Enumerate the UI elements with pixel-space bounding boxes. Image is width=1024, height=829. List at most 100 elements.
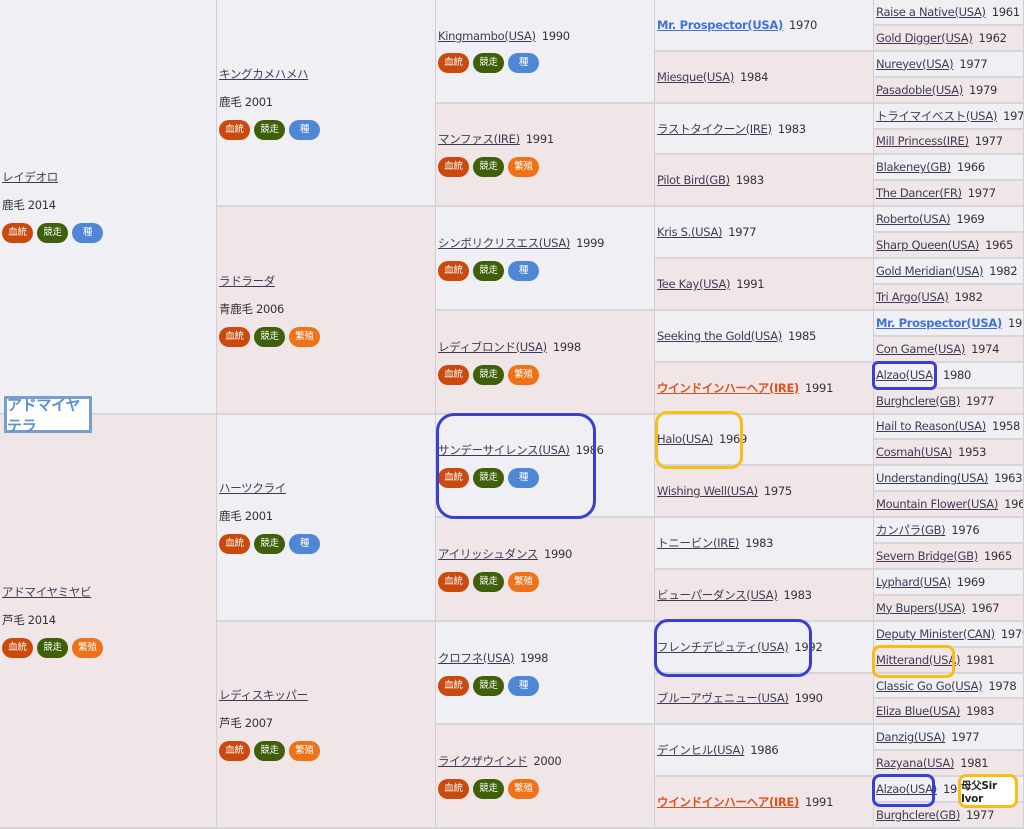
- horse-name-link[interactable]: Tee Kay(USA): [657, 276, 731, 291]
- horse-name-link[interactable]: シンボリクリスエス(USA): [438, 236, 571, 251]
- badge-blood-button[interactable]: 血統: [438, 571, 469, 592]
- badge-race-button[interactable]: 競走: [37, 637, 68, 658]
- badge-stud-button[interactable]: 種: [508, 52, 539, 73]
- badge-race-button[interactable]: 競走: [473, 364, 504, 385]
- horse-name-link[interactable]: Alzao(USA): [876, 367, 937, 382]
- badge-race-button[interactable]: 競走: [473, 261, 504, 282]
- horse-name-link[interactable]: Pasadoble(USA): [876, 82, 963, 97]
- horse-name-link[interactable]: Lyphard(USA): [876, 574, 951, 589]
- badge-blood-button[interactable]: 血統: [438, 675, 469, 696]
- horse-name-link[interactable]: Eliza Blue(USA): [876, 704, 961, 719]
- badge-stud-button[interactable]: 種: [72, 223, 103, 244]
- horse-name-link[interactable]: ラドラーダ: [219, 273, 275, 288]
- horse-name-link[interactable]: Deputy Minister(CAN): [876, 626, 995, 641]
- horse-name-link[interactable]: デインヒル(USA): [657, 743, 745, 758]
- horse-name-link[interactable]: Raise a Native(USA): [876, 4, 986, 19]
- badge-race-button[interactable]: 競走: [473, 571, 504, 592]
- badge-blood-button[interactable]: 血統: [219, 741, 250, 762]
- horse-name-link[interactable]: Classic Go Go(USA): [876, 678, 983, 693]
- horse-name-link[interactable]: Miesque(USA): [657, 69, 735, 84]
- badge-blood-button[interactable]: 血統: [438, 52, 469, 73]
- horse-name-link[interactable]: フレンチデピュティ(USA): [657, 639, 789, 654]
- horse-name-link[interactable]: Severn Bridge(GB): [876, 548, 978, 563]
- horse-name-link[interactable]: Understanding(USA): [876, 471, 989, 486]
- badge-stud-button[interactable]: 種: [508, 468, 539, 489]
- horse-name-link[interactable]: Razyana(USA): [876, 756, 955, 771]
- horse-name-link[interactable]: Hail to Reason(USA): [876, 419, 986, 434]
- horse-name-link[interactable]: Nureyev(USA): [876, 56, 954, 71]
- badge-broodmare-button[interactable]: 繁殖: [508, 779, 539, 800]
- horse-name-link[interactable]: Danzig(USA): [876, 730, 946, 745]
- horse-name-link[interactable]: Mr. Prospector(USA): [657, 17, 783, 32]
- horse-name-link[interactable]: Blakeney(GB): [876, 160, 951, 175]
- horse-name-link[interactable]: レイデオロ: [2, 170, 58, 185]
- horse-name-link[interactable]: Mr. Prospector(USA): [876, 315, 1002, 330]
- horse-name-link[interactable]: Roberto(USA): [876, 212, 951, 227]
- badge-blood-button[interactable]: 血統: [438, 261, 469, 282]
- horse-name-link[interactable]: Alzao(USA): [876, 782, 937, 797]
- badge-race-button[interactable]: 競走: [254, 741, 285, 762]
- badge-blood-button[interactable]: 血統: [2, 637, 33, 658]
- badge-broodmare-button[interactable]: 繁殖: [72, 637, 103, 658]
- horse-name-link[interactable]: ライクザウインド: [438, 754, 528, 769]
- badge-race-button[interactable]: 競走: [254, 326, 285, 347]
- horse-name-link[interactable]: Cosmah(USA): [876, 445, 953, 460]
- horse-name-link[interactable]: Halo(USA): [657, 432, 713, 447]
- badge-blood-button[interactable]: 血統: [438, 157, 469, 178]
- badge-broodmare-button[interactable]: 繁殖: [289, 326, 320, 347]
- horse-name-link[interactable]: Burghclere(GB): [876, 808, 961, 823]
- horse-name-link[interactable]: Burghclere(GB): [876, 393, 961, 408]
- horse-name-link[interactable]: Kingmambo(USA): [438, 28, 536, 43]
- horse-name-link[interactable]: ウインドインハーヘア(IRE): [657, 795, 800, 810]
- badge-race-button[interactable]: 競走: [473, 157, 504, 178]
- badge-race-button[interactable]: 競走: [37, 223, 68, 244]
- badge-blood-button[interactable]: 血統: [438, 468, 469, 489]
- horse-name-link[interactable]: マンファス(IRE): [438, 132, 520, 147]
- horse-name-link[interactable]: レディスキッパー: [219, 688, 308, 703]
- badge-stud-button[interactable]: 種: [508, 675, 539, 696]
- badge-broodmare-button[interactable]: 繁殖: [508, 571, 539, 592]
- badge-blood-button[interactable]: 血統: [438, 779, 469, 800]
- horse-name-link[interactable]: The Dancer(FR): [876, 186, 962, 201]
- badge-blood-button[interactable]: 血統: [438, 364, 469, 385]
- badge-blood-button[interactable]: 血統: [2, 223, 33, 244]
- horse-name-link[interactable]: トニービン(IRE): [657, 536, 740, 551]
- badge-stud-button[interactable]: 種: [508, 261, 539, 282]
- horse-name-link[interactable]: ブルーアヴェニュー(USA): [657, 691, 789, 706]
- horse-name-link[interactable]: レディブロンド(USA): [438, 339, 547, 354]
- badge-blood-button[interactable]: 血統: [219, 119, 250, 140]
- horse-name-link[interactable]: カンパラ(GB): [876, 523, 946, 538]
- badge-race-button[interactable]: 競走: [473, 779, 504, 800]
- badge-race-button[interactable]: 競走: [473, 675, 504, 696]
- horse-name-link[interactable]: Gold Meridian(USA): [876, 264, 984, 279]
- horse-name-link[interactable]: キングカメハメハ: [219, 66, 309, 81]
- horse-name-link[interactable]: Gold Digger(USA): [876, 30, 973, 45]
- badge-race-button[interactable]: 競走: [473, 52, 504, 73]
- badge-race-button[interactable]: 競走: [254, 534, 285, 555]
- horse-name-link[interactable]: アイリッシュダンス: [438, 546, 538, 561]
- badge-stud-button[interactable]: 種: [289, 119, 320, 140]
- badge-stud-button[interactable]: 種: [289, 534, 320, 555]
- horse-name-link[interactable]: ウインドインハーヘア(IRE): [657, 380, 800, 395]
- badge-race-button[interactable]: 競走: [473, 468, 504, 489]
- horse-name-link[interactable]: クロフネ(USA): [438, 650, 515, 665]
- badge-blood-button[interactable]: 血統: [219, 326, 250, 347]
- badge-broodmare-button[interactable]: 繁殖: [289, 741, 320, 762]
- horse-name-link[interactable]: Pilot Bird(GB): [657, 173, 730, 188]
- horse-name-link[interactable]: ラストタイクーン(IRE): [657, 121, 772, 136]
- horse-name-link[interactable]: Tri Argo(USA): [876, 289, 949, 304]
- badge-blood-button[interactable]: 血統: [219, 534, 250, 555]
- horse-name-link[interactable]: Sharp Queen(USA): [876, 238, 980, 253]
- horse-name-link[interactable]: トライマイベスト(USA): [876, 108, 998, 123]
- horse-name-link[interactable]: アドマイヤミヤビ: [2, 584, 92, 599]
- horse-name-link[interactable]: Wishing Well(USA): [657, 484, 758, 499]
- horse-name-link[interactable]: ハーツクライ: [219, 481, 286, 496]
- horse-name-link[interactable]: My Bupers(USA): [876, 600, 966, 615]
- horse-name-link[interactable]: サンデーサイレンス(USA): [438, 443, 570, 458]
- horse-name-link[interactable]: Kris S.(USA): [657, 225, 723, 240]
- horse-name-link[interactable]: ビューパーダンス(USA): [657, 587, 778, 602]
- badge-race-button[interactable]: 競走: [254, 119, 285, 140]
- horse-name-link[interactable]: Con Game(USA): [876, 341, 966, 356]
- badge-broodmare-button[interactable]: 繁殖: [508, 364, 539, 385]
- horse-name-link[interactable]: Mill Princess(IRE): [876, 134, 969, 149]
